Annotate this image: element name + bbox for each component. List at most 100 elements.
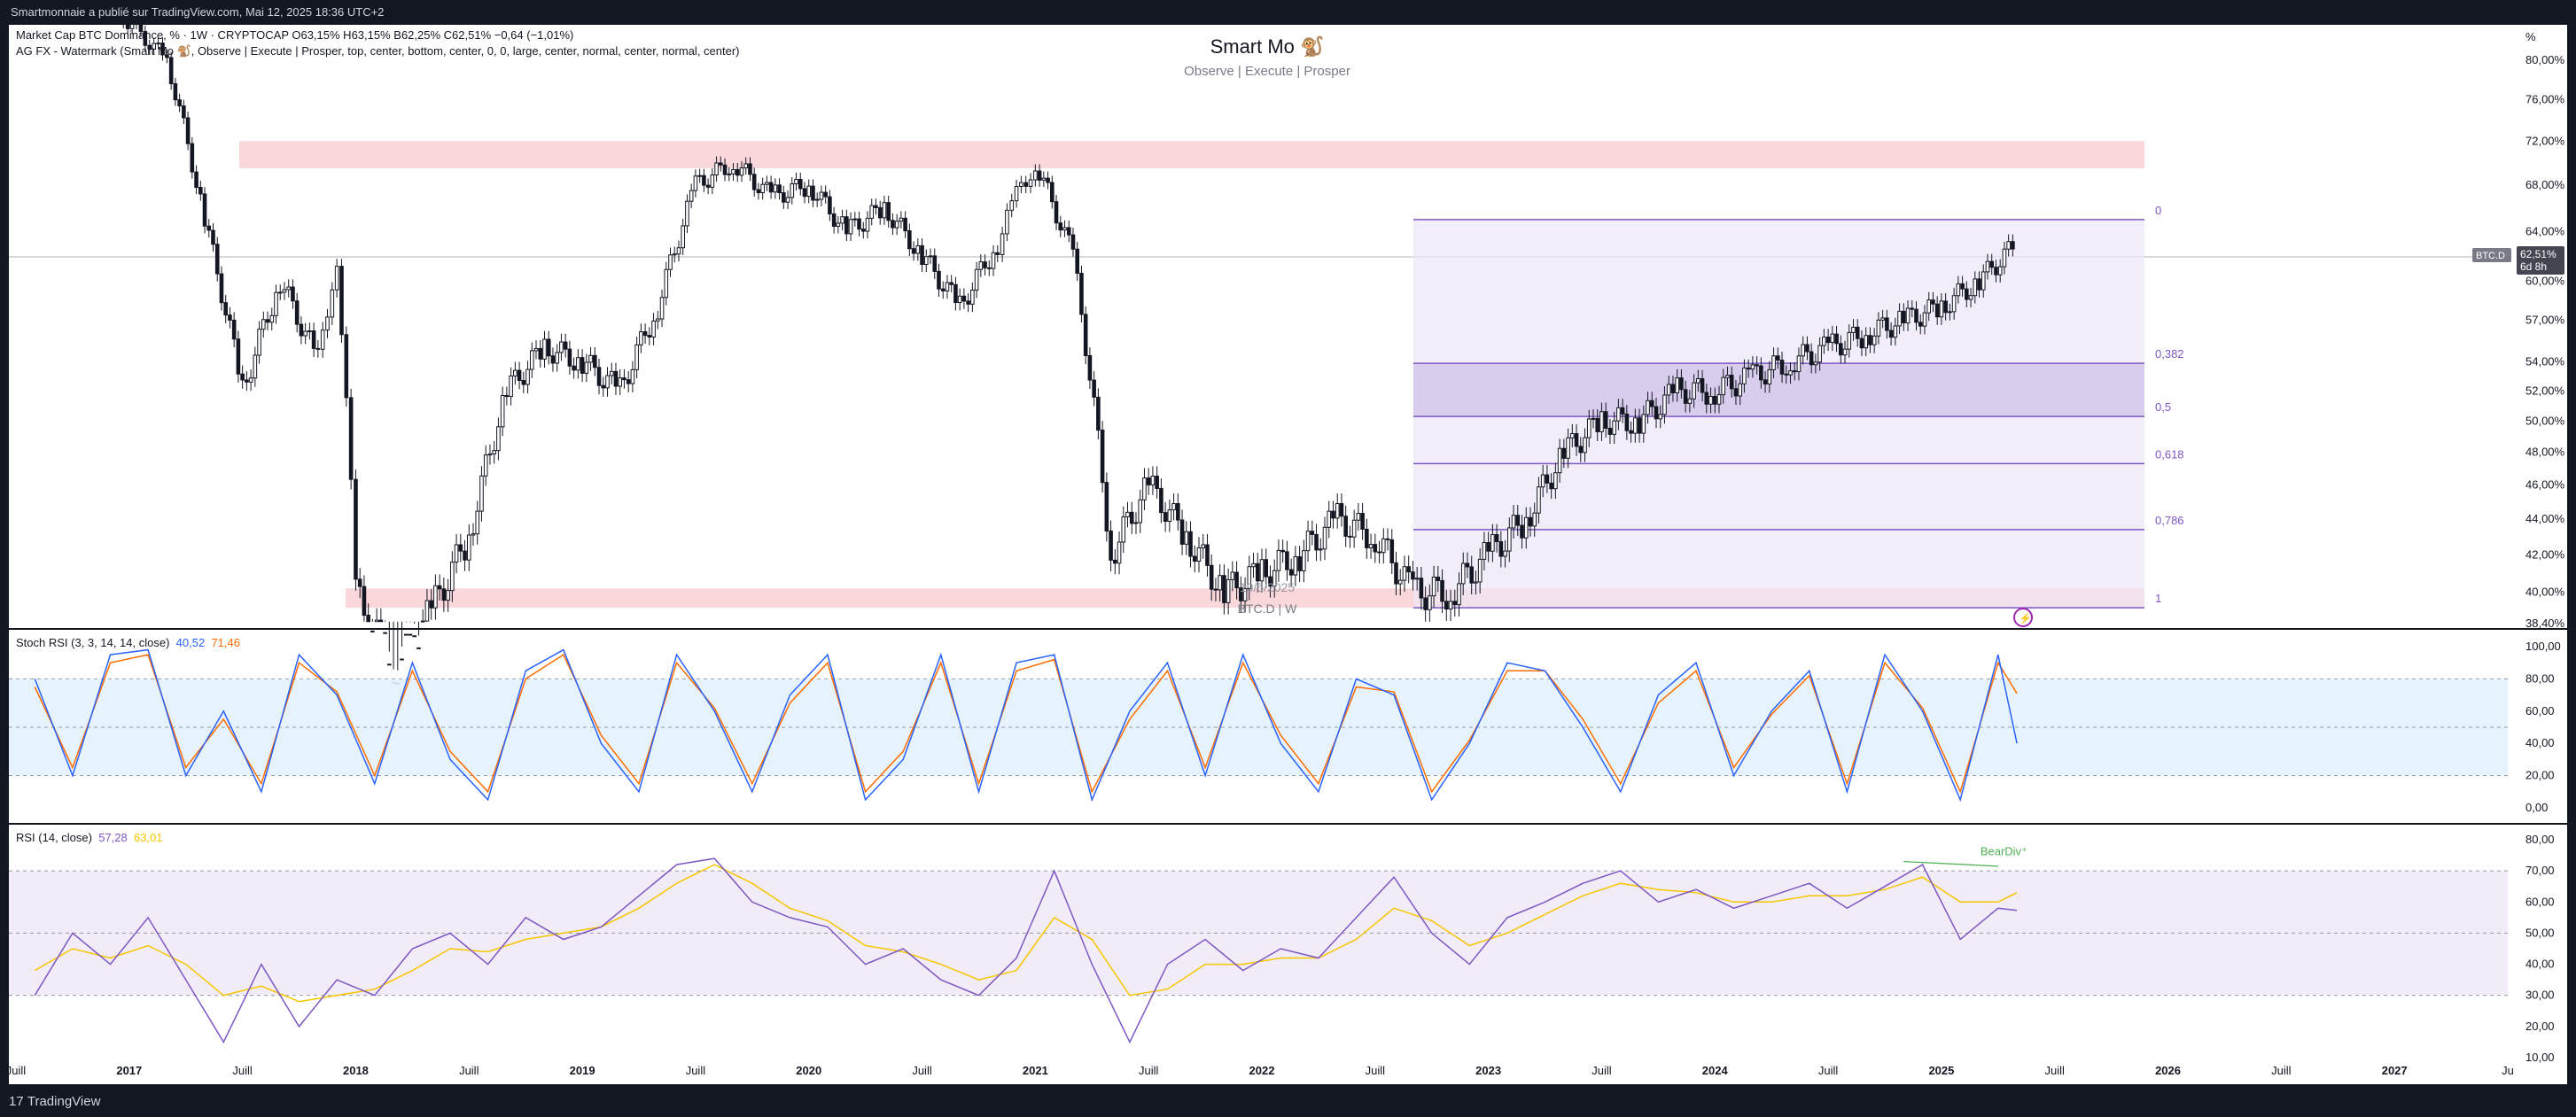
price-candle-body bbox=[1712, 395, 1717, 405]
price-candle-body bbox=[1528, 516, 1533, 527]
price-candle-body bbox=[1649, 399, 1654, 407]
rsi-line bbox=[34, 857, 2018, 1044]
price-candle-body bbox=[1876, 319, 1881, 337]
price-candle-body bbox=[1431, 577, 1436, 597]
price-candle-body bbox=[214, 244, 220, 275]
chart-svg[interactable]: 0 0,382 0,5 0,618 0,786 1 BearDiv⁺ 80,00% 76,0… bbox=[9, 25, 2567, 1084]
price-candle-body bbox=[823, 191, 828, 198]
price-candle-body bbox=[1595, 417, 1600, 432]
price-candle-body bbox=[1201, 544, 1206, 548]
price-candle-body bbox=[1310, 531, 1315, 535]
stoch-legend[interactable]: Stoch RSI (3, 3, 14, 14, close) 40,52 71… bbox=[16, 636, 240, 649]
price-candle-body bbox=[923, 256, 929, 265]
price-candle-body bbox=[1075, 248, 1080, 274]
time-axis-label: Juill bbox=[1139, 1064, 1159, 1077]
price-candle-body bbox=[1104, 482, 1109, 531]
price-candle-body bbox=[773, 184, 778, 193]
price-candle-body bbox=[739, 167, 744, 176]
price-candle-body bbox=[1285, 551, 1289, 570]
price-candle-body bbox=[441, 588, 447, 601]
price-candle-body bbox=[1633, 417, 1638, 434]
price-candle-body bbox=[261, 319, 266, 330]
price-candle-body bbox=[412, 635, 417, 638]
price-candle-body bbox=[768, 182, 774, 193]
rsi-legend[interactable]: RSI (14, close) 57,28 63,01 bbox=[16, 831, 163, 844]
price-axis-tick: 46,00% bbox=[2525, 478, 2565, 492]
price-axis-tick: 48,00% bbox=[2525, 446, 2565, 459]
price-candle-body bbox=[245, 379, 249, 383]
tradingview-brand: TradingView bbox=[27, 1094, 101, 1109]
rsi-axis-tick: 20,00 bbox=[2525, 1020, 2555, 1033]
price-candle-body bbox=[1351, 519, 1357, 538]
price-candle-body bbox=[991, 252, 996, 269]
price-candle-body bbox=[1218, 575, 1222, 591]
price-candle-body bbox=[1373, 544, 1378, 553]
price-candle-body bbox=[911, 248, 916, 254]
price-candle-body bbox=[1234, 571, 1239, 589]
fib-level-label: 0,786 bbox=[2155, 514, 2184, 527]
price-axis-tick: 44,00% bbox=[2525, 512, 2565, 525]
time-axis-label: Juill bbox=[459, 1064, 479, 1077]
price-candle-body bbox=[269, 314, 275, 323]
price-candle-body bbox=[521, 380, 526, 385]
symbol-legend[interactable]: Market Cap BTC Dominance, % · 1W · CRYPT… bbox=[16, 28, 574, 42]
price-candle-body bbox=[454, 544, 459, 563]
price-candle-body bbox=[1767, 368, 1772, 385]
watermark-indicator-legend[interactable]: AG FX - Watermark (Smart Mo 🐒, Observe |… bbox=[16, 44, 740, 58]
stoch-axis-tick: 100,00 bbox=[2525, 640, 2561, 653]
price-candle-body bbox=[1834, 333, 1839, 345]
price-candle-body bbox=[714, 162, 719, 176]
price-candle-body bbox=[907, 230, 912, 250]
price-candle-body bbox=[1566, 437, 1570, 459]
time-axis-label: Juill bbox=[2271, 1064, 2292, 1077]
price-candle-body bbox=[1926, 299, 1932, 314]
price-candle-body bbox=[1276, 549, 1281, 571]
price-candle-body bbox=[2011, 241, 2015, 250]
price-candle-body bbox=[1109, 530, 1113, 561]
price-candle-body bbox=[182, 105, 186, 119]
price-candle-body bbox=[1817, 345, 1822, 363]
price-candle-body bbox=[1009, 200, 1015, 211]
rsi-axis-tick: 60,00 bbox=[2525, 895, 2555, 908]
price-candle-body bbox=[1742, 367, 1747, 384]
price-candle-body bbox=[811, 185, 815, 201]
price-candle-body bbox=[794, 178, 798, 185]
price-candle-body bbox=[903, 217, 907, 232]
time-axis-label: Juill bbox=[1818, 1064, 1839, 1077]
rsi-axis-tick: 10,00 bbox=[2525, 1051, 2555, 1064]
stoch-axis-tick: 40,00 bbox=[2525, 736, 2555, 749]
price-candle-body bbox=[1397, 579, 1403, 585]
fib-level-label: 0,618 bbox=[2155, 447, 2184, 461]
time-axis-label: 2022 bbox=[1249, 1064, 1275, 1077]
price-candle-body bbox=[1360, 513, 1365, 530]
price-candle-body bbox=[509, 375, 513, 398]
price-candle-body bbox=[1259, 559, 1265, 582]
price-candle-body bbox=[223, 302, 229, 316]
price-candle-body bbox=[1910, 307, 1915, 310]
price-candle-body bbox=[1138, 499, 1143, 524]
price-candle-body bbox=[945, 282, 950, 291]
price-candle-body bbox=[1570, 433, 1575, 438]
stoch-k-value: 40,52 bbox=[175, 636, 206, 649]
price-candle-body bbox=[303, 330, 307, 337]
price-candle-body bbox=[1125, 511, 1130, 517]
price-axis-tick: 50,00% bbox=[2525, 414, 2565, 427]
chart-frame[interactable]: 0 0,382 0,5 0,618 0,786 1 BearDiv⁺ 80,00% 76,0… bbox=[9, 25, 2567, 1084]
price-candle-body bbox=[277, 291, 283, 294]
price-candle-body bbox=[681, 225, 686, 249]
price-candle-body bbox=[1989, 260, 1995, 268]
price-candle-body bbox=[920, 244, 924, 265]
tradingview-logo[interactable]: 17 TradingView bbox=[9, 1094, 100, 1109]
price-candle-body bbox=[357, 578, 362, 587]
price-candle-body bbox=[1327, 510, 1332, 528]
price-candle-body bbox=[1142, 477, 1147, 500]
price-candle-body bbox=[1133, 522, 1139, 524]
price-candle-body bbox=[1288, 569, 1294, 576]
price-candle-body bbox=[1520, 524, 1524, 539]
price-candle-body bbox=[1037, 170, 1042, 181]
price-candle-body bbox=[1788, 370, 1793, 376]
price-candle-body bbox=[211, 229, 215, 245]
price-candle-body bbox=[760, 183, 765, 194]
price-candle-body bbox=[1428, 595, 1432, 610]
price-candle-body bbox=[533, 347, 539, 352]
